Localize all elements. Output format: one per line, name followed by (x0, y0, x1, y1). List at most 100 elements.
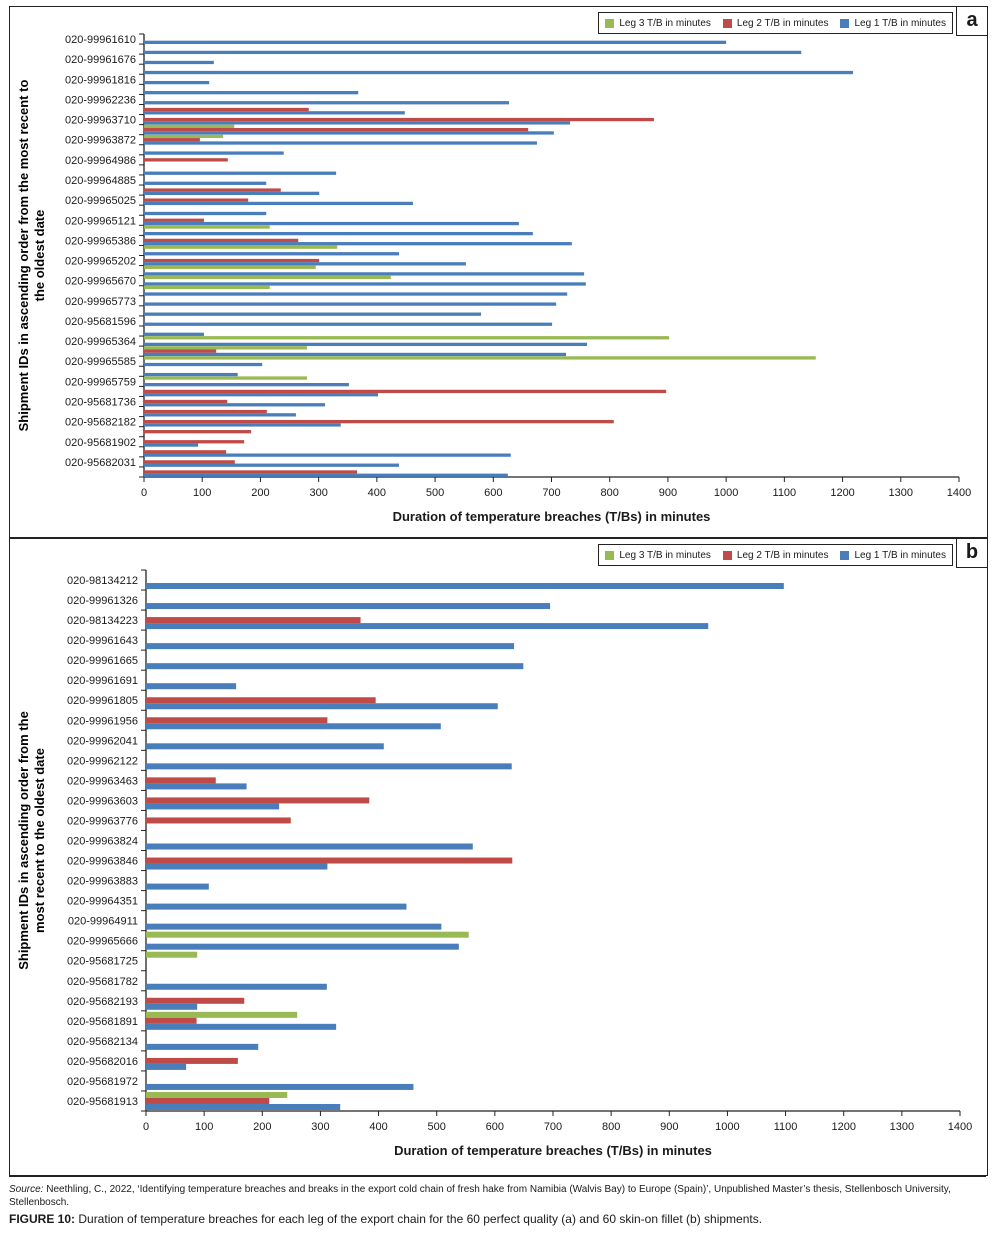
category-label: 020-99962041 (67, 735, 138, 747)
category-label: 020-99965025 (65, 195, 136, 207)
x-tick-label: 600 (486, 1121, 504, 1133)
legend-swatch-leg1 (840, 550, 850, 560)
bar-leg1 (144, 423, 341, 427)
bar-leg3 (144, 336, 670, 340)
bar-leg1 (146, 1023, 337, 1030)
bar-leg1 (144, 242, 572, 246)
category-label: 020-99965666 (67, 936, 138, 948)
bar-leg1 (144, 181, 267, 185)
x-tick-label: 400 (369, 1121, 387, 1133)
bar-leg1 (144, 191, 320, 196)
x-tick-label: 700 (544, 1121, 562, 1133)
x-tick-label: 1300 (889, 487, 913, 499)
category-label: 020-99961805 (67, 695, 138, 707)
bar-leg1 (144, 413, 296, 417)
bar-leg1 (144, 231, 533, 236)
bar-leg1 (144, 80, 210, 85)
bar-leg1 (144, 91, 359, 95)
y-axis-title-line1: Shipment IDs in ascending order from the… (16, 80, 31, 432)
category-label: 020-95681782 (67, 976, 138, 988)
y-axis-title-line1: Shipment IDs in ascending order from the (16, 711, 31, 970)
x-tick-label: 900 (659, 487, 677, 499)
bar-leg1 (144, 60, 214, 65)
bar-leg1 (144, 362, 263, 367)
category-label: 020-99964351 (67, 896, 138, 908)
bar-leg1 (144, 322, 553, 326)
bar-leg1 (146, 1083, 414, 1090)
x-tick-label: 100 (195, 1121, 213, 1133)
category-label: 020-99961816 (65, 74, 136, 86)
chart-panel-a: 020-99961610 020-99961676 020-99961816 020-… (9, 6, 988, 538)
legend-label-leg1: Leg 1 T/B in minutes (854, 549, 946, 561)
bar-leg2 (144, 107, 309, 112)
bar-leg3 (144, 124, 235, 128)
x-tick-label: 300 (309, 487, 327, 499)
category-label: 020-95681902 (65, 437, 136, 449)
bar-leg2 (144, 409, 267, 414)
category-label: 020-98134223 (67, 615, 138, 627)
bar-leg1 (144, 151, 284, 155)
figure-caption-text: Duration of temperature breaches for eac… (75, 1212, 763, 1226)
panel-letter-b: b (956, 538, 988, 568)
bar-leg3 (144, 265, 316, 269)
x-tick-label: 100 (193, 487, 211, 499)
bar-leg2 (144, 117, 654, 122)
bar-leg1 (144, 403, 326, 407)
category-label: 020-99961643 (67, 635, 138, 647)
bar-leg1 (144, 272, 585, 276)
bar-leg1 (144, 352, 567, 357)
category-label: 020-95682031 (65, 457, 136, 469)
source-label: Source: (9, 1184, 44, 1195)
category-label: 020-99961956 (67, 715, 138, 727)
bar-leg2 (146, 697, 376, 704)
category-label: 020-99965585 (65, 356, 136, 368)
x-tick-label: 0 (141, 487, 147, 499)
bar-leg1 (146, 903, 407, 910)
bar-leg1 (144, 40, 727, 44)
bar-leg3 (144, 285, 270, 290)
category-label: 020-95681725 (67, 956, 138, 968)
x-tick-label: 1200 (831, 1121, 855, 1133)
legend-swatch-leg3 (605, 18, 615, 28)
category-label: 020-99963603 (67, 795, 138, 807)
category-label: 020-99963710 (65, 115, 136, 127)
bar-leg1 (144, 282, 586, 286)
category-label: 020-99964911 (68, 916, 138, 928)
x-tick-label: 900 (660, 1121, 678, 1133)
bar-leg1 (146, 603, 551, 610)
bar-leg2 (144, 430, 252, 434)
x-tick-label: 1300 (890, 1121, 914, 1133)
category-label: 020-95681913 (67, 1096, 138, 1108)
legend-item-leg3: Leg 3 T/B in minutes (605, 550, 711, 561)
bar-leg1 (144, 252, 399, 256)
bar-leg1 (144, 443, 199, 447)
chart-panel-b: 020-98134212 020-99961326 020-98134223 020-… (9, 538, 988, 1176)
bar-leg2 (146, 997, 245, 1004)
bar-leg2 (146, 1017, 197, 1024)
x-tick-label: 200 (253, 1121, 271, 1133)
figure-label: FIGURE 10: (9, 1212, 76, 1226)
category-label: 020-99965202 (65, 256, 136, 268)
category-label: 020-95681596 (65, 316, 136, 328)
bar-leg3 (144, 134, 224, 139)
bar-leg1 (144, 383, 349, 387)
bar-leg1 (146, 623, 709, 630)
bar-leg1 (144, 453, 511, 457)
category-label: 020-99964986 (65, 155, 136, 167)
bar-leg2 (144, 188, 281, 192)
bar-leg1 (144, 302, 557, 306)
bar-leg1 (146, 683, 237, 690)
bar-leg2 (144, 419, 614, 424)
bar-leg1 (146, 1103, 341, 1110)
bar-leg1 (146, 643, 515, 650)
source-note: Source: Neethling, C., 2022, ‘Identifyin… (9, 1183, 986, 1209)
legend-label-leg2: Leg 2 T/B in minutes (736, 17, 829, 29)
bar-leg2 (146, 717, 328, 724)
category-label: 020-99963824 (67, 836, 138, 848)
bar-leg3 (144, 225, 270, 229)
bar-leg2 (144, 389, 667, 394)
x-tick-label: 1400 (948, 1121, 972, 1133)
bar-leg1 (144, 50, 802, 55)
x-tick-label: 1000 (715, 1121, 739, 1133)
bar-leg2 (144, 138, 200, 142)
